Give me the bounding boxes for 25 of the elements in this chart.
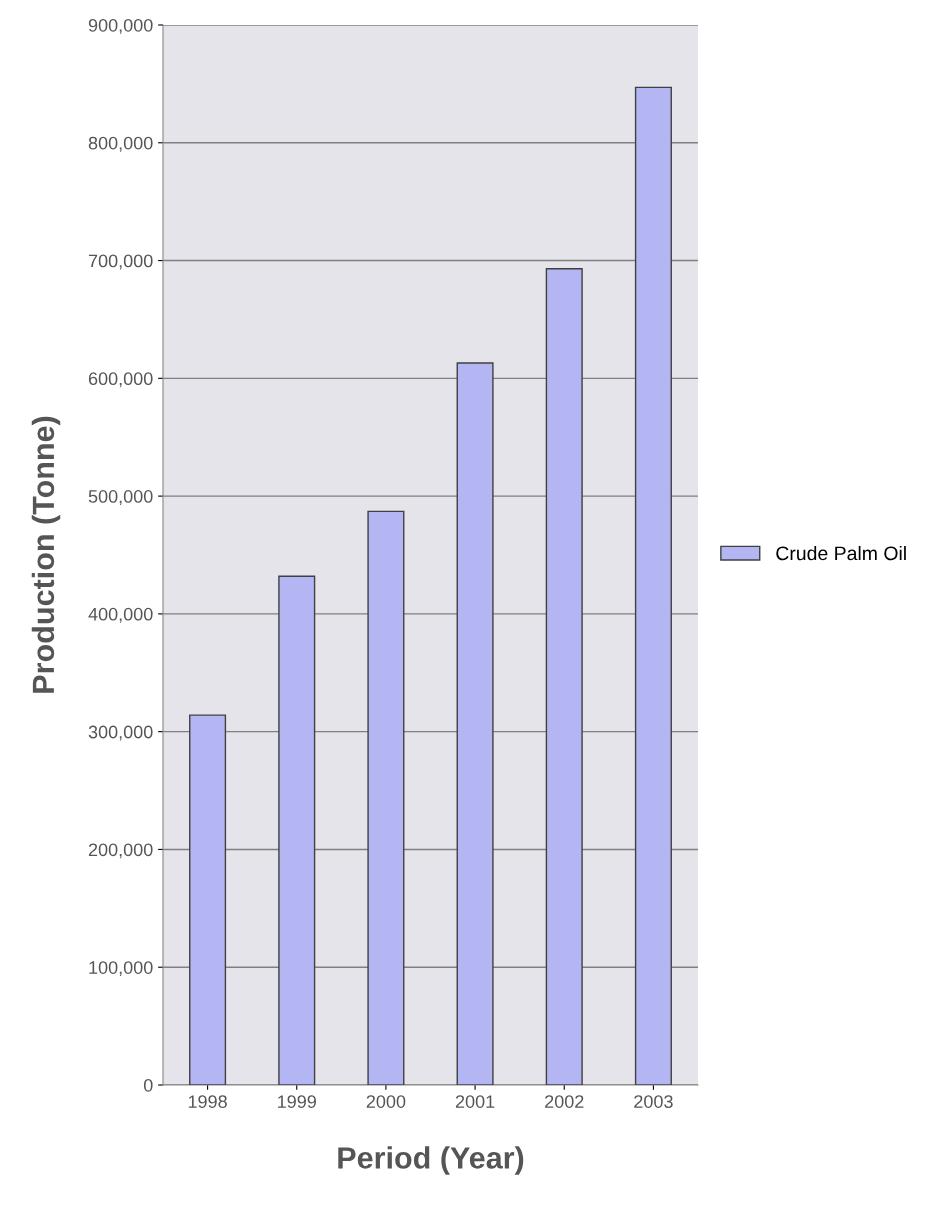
x-tick-label: 2002 (545, 1095, 584, 1108)
legend-label: Crude Palm Oil (776, 545, 906, 561)
x-tick-label: 2000 (366, 1095, 406, 1108)
y-tick-label: 200,000 (88, 843, 153, 859)
bar (456, 362, 494, 1085)
x-tick-label: 1999 (278, 1095, 316, 1108)
y-tick-label: 700,000 (88, 254, 153, 270)
y-axis-title: Production (Tonne) (31, 416, 61, 693)
y-tick-label: 300,000 (88, 725, 153, 741)
y-tick-label: 800,000 (88, 136, 153, 152)
x-tick-label: 1998 (188, 1095, 227, 1108)
y-tick-label: 100,000 (89, 961, 153, 977)
bar (189, 714, 227, 1085)
bar (634, 86, 672, 1085)
y-tick-label: 900,000 (88, 18, 153, 34)
x-axis-title: Period (Year) (338, 1146, 524, 1175)
y-tick-label: 600,000 (88, 372, 153, 388)
y-tick-label: 500,000 (88, 490, 153, 505)
bar (367, 510, 405, 1085)
x-tick-label: 2003 (634, 1095, 673, 1108)
bar (278, 575, 316, 1085)
y-tick-label: 400,000 (88, 607, 153, 623)
y-tick-label: 0 (143, 1078, 153, 1092)
x-tick-label: 2001 (455, 1095, 495, 1108)
bar (545, 268, 583, 1085)
